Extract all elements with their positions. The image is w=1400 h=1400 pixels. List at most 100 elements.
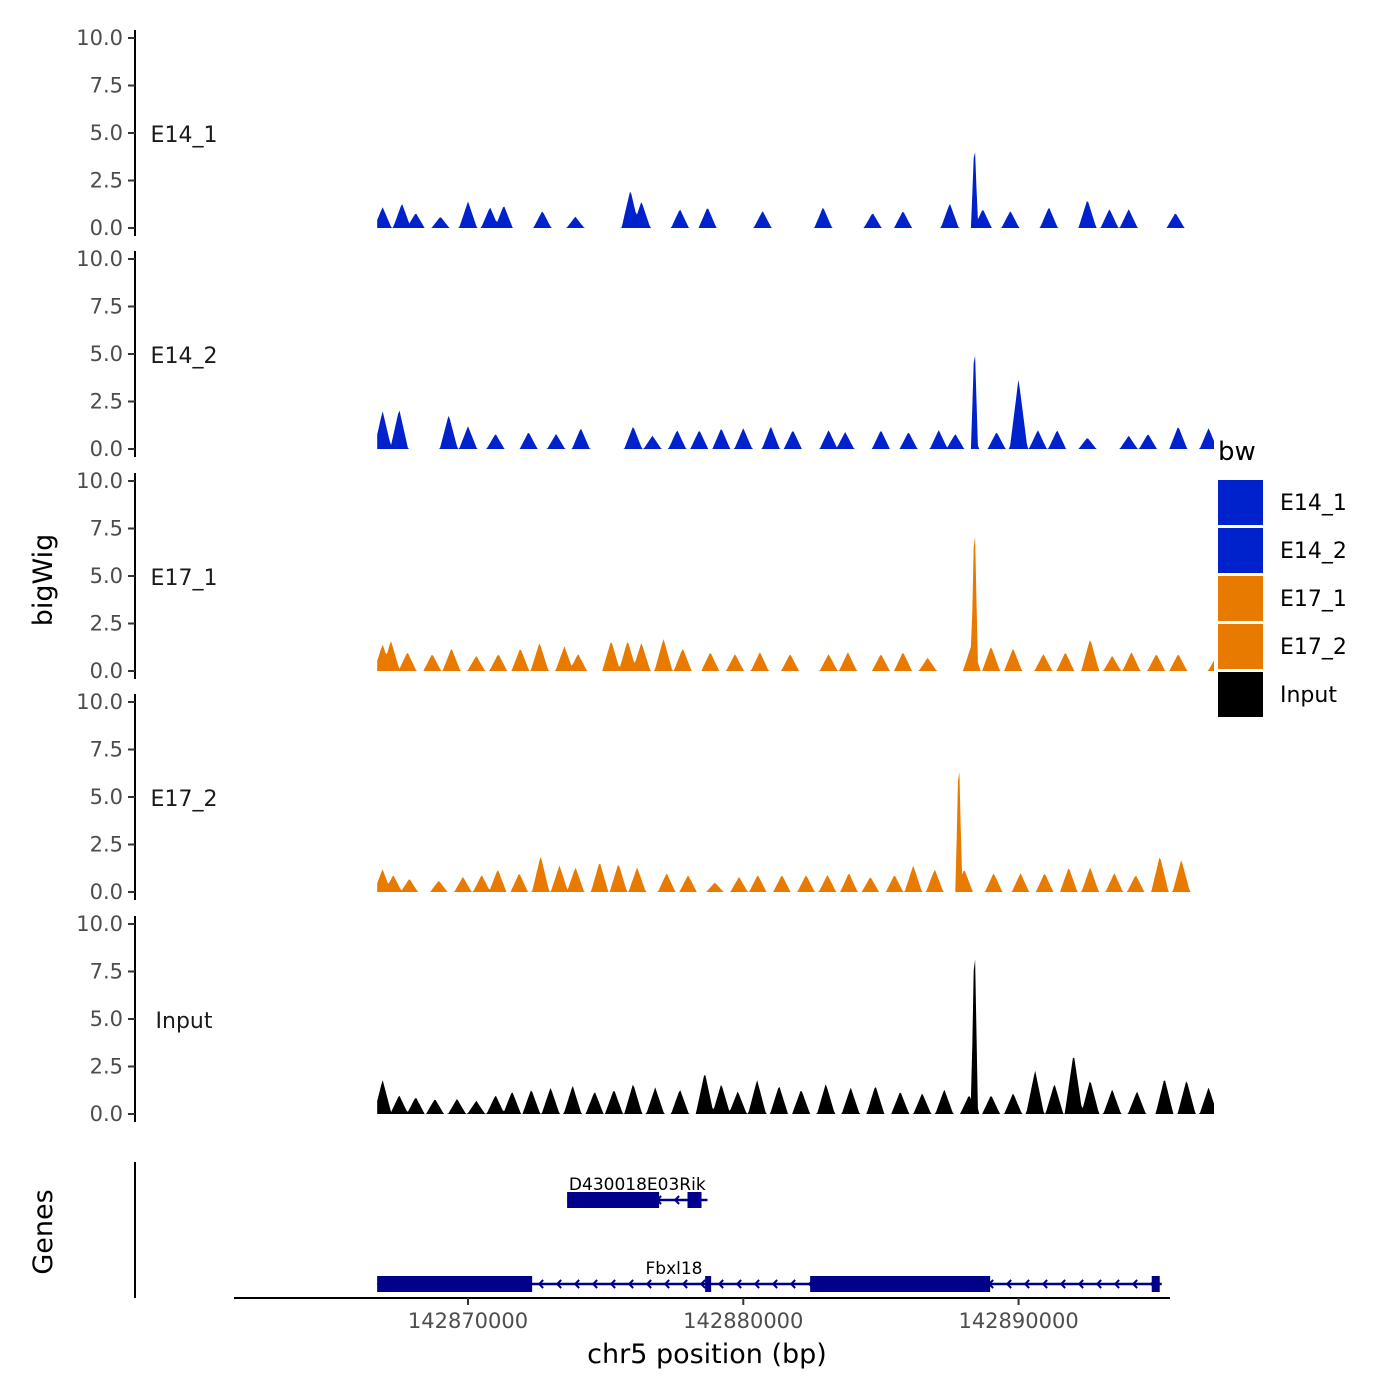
y-axis-title: bigWig [28,534,59,627]
strand-arrow [1005,1279,1012,1289]
y-tick-label: 2.5 [90,612,123,636]
legend-item-E14_1: E14_1 [1218,480,1347,525]
y-tick-label: 10.0 [76,690,123,714]
legend-swatch [1218,672,1263,717]
strand-arrow [771,1279,778,1289]
gene-exon [1151,1276,1160,1292]
track-E14_2: 0.0 2.5 5.0 7.5 10.0 E14_2 [76,247,1214,461]
y-tick-label: 10.0 [76,469,123,493]
y-tick-label: 7.5 [90,295,123,319]
legend-title: bw [1218,437,1256,467]
strand-arrow [699,1279,706,1289]
gene-exon [567,1192,660,1208]
x-tick-label: 142890000 [958,1309,1078,1333]
gene-D430018E03Rik: D430018E03Rik [567,1175,708,1208]
y-tick-label: 7.5 [90,738,123,762]
gene-exon [705,1276,712,1292]
y-tick-label: 7.5 [90,517,123,541]
legend-label: Input [1280,683,1337,708]
y-tick-label: 5.0 [90,785,123,809]
legend-label: E17_1 [1280,587,1347,612]
track-E17_2: 0.0 2.5 5.0 7.5 10.0 E17_2 [76,690,1192,904]
gene-exon [810,1276,991,1292]
y-tick-label: 0.0 [90,1102,123,1126]
signal-area-Input [377,959,1214,1114]
legend: bw E14_1 E14_2 E17_1 E17_2 Input [1218,437,1347,717]
x-axis-title: chr5 position (bp) [587,1339,827,1370]
y-tick-label: 10.0 [76,26,123,50]
strand-arrow [1113,1279,1120,1289]
y-tick-label: 2.5 [90,390,123,414]
strand-arrow [1023,1279,1030,1289]
strand-arrow [537,1279,544,1289]
y-tick-label: 0.0 [90,880,123,904]
y-tick-label: 5.0 [90,1007,123,1031]
x-axis-ticks: 142870000 142880000 142890000 [408,1298,1079,1333]
strand-arrow [555,1279,562,1289]
y-tick-label: 7.5 [90,74,123,98]
gene-exon [377,1276,533,1292]
legend-label: E14_2 [1280,539,1347,564]
legend-swatch [1218,576,1263,621]
legend-item-E14_2: E14_2 [1218,528,1347,573]
signal-tracks: 0.0 2.5 5.0 7.5 10.0 E14_1 0.0 2.5 5.0 7.5 10.0 E14… [76,26,1214,1126]
gene-Fbxl18: Fbxl18 [377,1259,1162,1292]
strand-arrow [735,1279,742,1289]
gene-label: Fbxl18 [646,1259,703,1279]
legend-swatch [1218,528,1263,573]
strand-arrow [753,1279,760,1289]
track-Input: 0.0 2.5 5.0 7.5 10.0 Input [76,912,1214,1126]
track-E17_1: 0.0 2.5 5.0 7.5 10.0 E17_1 [76,469,1214,683]
strand-arrow [1131,1279,1138,1289]
legend-swatch [1218,624,1263,669]
y-tick-label: 10.0 [76,247,123,271]
x-tick-label: 142870000 [408,1309,528,1333]
x-tick-label: 142880000 [683,1309,803,1333]
y-tick-label: 2.5 [90,169,123,193]
y-tick-label: 0.0 [90,659,123,683]
strand-arrow [681,1279,688,1289]
legend-swatch [1218,480,1263,525]
y-tick-label: 10.0 [76,912,123,936]
strand-arrow [591,1279,598,1289]
signal-area-E17_1 [377,536,1214,671]
y-tick-label: 7.5 [90,960,123,984]
track-label: E14_1 [151,123,218,148]
strand-arrow [673,1195,680,1205]
y-tick-label: 5.0 [90,564,123,588]
strand-arrow [717,1279,724,1289]
legend-label: E14_1 [1280,491,1347,516]
legend-label: E17_2 [1280,635,1347,660]
strand-arrow [627,1279,634,1289]
y-tick-label: 2.5 [90,833,123,857]
signal-area-E14_2 [377,355,1214,449]
strand-arrow [609,1279,616,1289]
strand-arrow [1095,1279,1102,1289]
strand-arrow [789,1279,796,1289]
track-label: E14_2 [151,344,218,369]
y-tick-label: 0.0 [90,216,123,240]
track-label: E17_1 [151,566,218,591]
y-tick-label: 2.5 [90,1055,123,1079]
gene-exon [687,1192,702,1208]
legend-item-Input: Input [1218,672,1337,717]
y-tick-label: 5.0 [90,121,123,145]
legend-item-E17_2: E17_2 [1218,624,1347,669]
strand-arrow [1059,1279,1066,1289]
strand-arrow [1077,1279,1084,1289]
y-tick-label: 5.0 [90,342,123,366]
track-label: E17_2 [151,787,218,812]
strand-arrow [573,1279,580,1289]
legend-item-E17_1: E17_1 [1218,576,1347,621]
y-tick-label: 0.0 [90,437,123,461]
strand-arrow [645,1279,652,1289]
signal-area-E17_2 [377,772,1192,892]
track-E14_1: 0.0 2.5 5.0 7.5 10.0 E14_1 [76,26,1214,240]
genes-panel-title: Genes [28,1189,59,1274]
gene-models: D430018E03Rik Fbxl18 [377,1175,1162,1292]
strand-arrow [663,1279,670,1289]
signal-area-E14_1 [377,152,1214,228]
track-label: Input [156,1009,213,1034]
